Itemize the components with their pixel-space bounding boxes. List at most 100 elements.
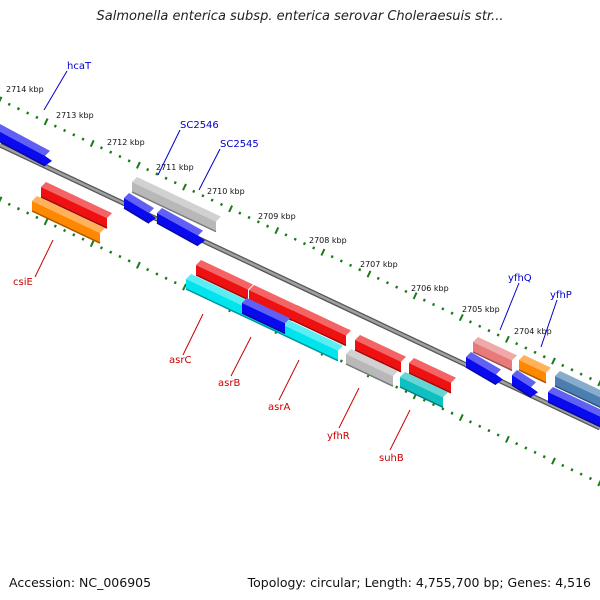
gene-block-yfhR-red[interactable] (354, 335, 406, 373)
gene-block-csiE-red[interactable] (40, 182, 112, 229)
gene-label-yfhQ[interactable]: yfhQ (508, 273, 532, 284)
minor-tick (339, 259, 343, 263)
minor-tick (26, 211, 30, 215)
minor-tick (238, 211, 242, 215)
gene-block-yfhQ[interactable] (465, 352, 503, 386)
gene-label-SC2545[interactable]: SC2545 (220, 139, 259, 150)
minor-tick (302, 241, 306, 246)
gene-block-yfhQ-pink[interactable] (472, 337, 517, 372)
gene-labels: hcaT SC2546 SC2545 yfhQ yfhP csiE asrC a… (13, 61, 572, 464)
gene-block-suhB[interactable] (399, 372, 448, 408)
minor-tick (542, 455, 546, 459)
minor-tick (570, 368, 574, 372)
minor-tick (164, 276, 168, 280)
minor-tick (515, 342, 519, 346)
minor-tick (219, 202, 223, 207)
minor-tick (441, 307, 445, 311)
gene-label-hcaT[interactable]: hcaT (67, 61, 92, 72)
major-tick (320, 248, 326, 256)
minor-tick (72, 233, 76, 237)
minor-tick (450, 411, 454, 415)
gene-block-steel[interactable] (554, 371, 600, 410)
minor-tick (7, 102, 11, 106)
minor-tick (146, 167, 150, 172)
gene-label-suhB[interactable]: suhB (379, 453, 404, 464)
major-tick (458, 413, 464, 422)
minor-tick (339, 359, 343, 363)
leader-line-SC2545 (198, 148, 221, 191)
major-tick (551, 457, 556, 465)
minor-tick (349, 263, 353, 267)
gene-block-asrC-red[interactable] (195, 260, 253, 301)
minor-tick (432, 302, 436, 307)
gene-block-blue-end[interactable] (547, 387, 600, 429)
leader-line-csiE (34, 239, 54, 278)
gene-label-csiE[interactable]: csiE (13, 277, 33, 288)
kbp-label: 2714 kbp (6, 85, 44, 94)
minor-tick (247, 215, 251, 220)
minor-tick (35, 115, 39, 120)
minor-tick (293, 237, 297, 241)
minor-tick (588, 376, 592, 381)
major-tick (504, 435, 510, 443)
gene-label-SC2546[interactable]: SC2546 (180, 120, 219, 131)
minor-tick (468, 320, 472, 324)
major-tick (135, 261, 141, 269)
gene-block-yfhR[interactable] (345, 349, 398, 387)
minor-tick (478, 424, 482, 428)
gene-block-SC2545-b[interactable] (156, 208, 205, 247)
gene-label-yfhR[interactable]: yfhR (327, 431, 350, 442)
minor-tick (16, 107, 20, 111)
minor-tick (81, 137, 85, 141)
minor-tick (487, 428, 491, 433)
minor-tick (579, 372, 583, 376)
gene-block-csiE[interactable] (31, 196, 105, 244)
kbp-label: 2713 kbp (56, 111, 94, 120)
minor-tick (35, 215, 39, 220)
minor-tick (561, 363, 565, 368)
minor-tick (173, 281, 177, 285)
leader-line-yfhQ (499, 282, 520, 331)
gene-label-asrA[interactable]: asrA (268, 402, 290, 413)
genome-summary-text: Topology: circular; Length: 4,755,700 bp… (247, 575, 591, 590)
minor-tick (441, 407, 445, 411)
gene-block-suhB-red[interactable] (408, 358, 456, 394)
accession-text: Accession: NC_006905 (9, 575, 152, 590)
major-tick (43, 118, 49, 126)
minor-tick (16, 207, 20, 211)
gene-block-yfhP-orange[interactable] (518, 355, 551, 384)
minor-tick (404, 289, 408, 294)
minor-tick (99, 246, 103, 250)
gene-label-asrB[interactable]: asrB (218, 378, 240, 389)
major-tick (458, 313, 464, 322)
minor-tick (81, 237, 85, 241)
gene-block-asrB[interactable] (241, 298, 290, 334)
gene-block-hcaT[interactable] (0, 124, 52, 167)
major-tick (551, 357, 556, 365)
kbp-label: 2707 kbp (360, 260, 398, 269)
major-tick (182, 183, 187, 191)
major-tick (43, 218, 49, 226)
major-tick (274, 226, 280, 235)
gene-label-yfhP[interactable]: yfhP (550, 290, 572, 301)
gene-block-SC2546[interactable] (131, 177, 221, 233)
minor-tick (118, 154, 122, 159)
leader-line-asrA (278, 359, 300, 401)
minor-tick (192, 189, 196, 194)
minor-tick (478, 324, 482, 328)
leader-lines (34, 70, 558, 451)
gene-block-asrA[interactable] (291, 305, 351, 347)
minor-tick (201, 194, 205, 198)
minor-tick (468, 420, 472, 424)
minor-tick (284, 233, 288, 237)
minor-tick (358, 268, 362, 272)
gene-block-SC2545-a[interactable] (123, 193, 156, 224)
minor-tick (524, 446, 528, 450)
major-tick (89, 139, 95, 148)
gene-block-yfhP[interactable] (511, 370, 538, 398)
minor-tick (330, 255, 334, 259)
gene-label-asrC[interactable]: asrC (169, 355, 191, 366)
kbp-scale-labels: 2714 kbp 2713 kbp 2712 kbp 2711 kbp 2710… (6, 85, 552, 336)
minor-tick (164, 176, 168, 180)
